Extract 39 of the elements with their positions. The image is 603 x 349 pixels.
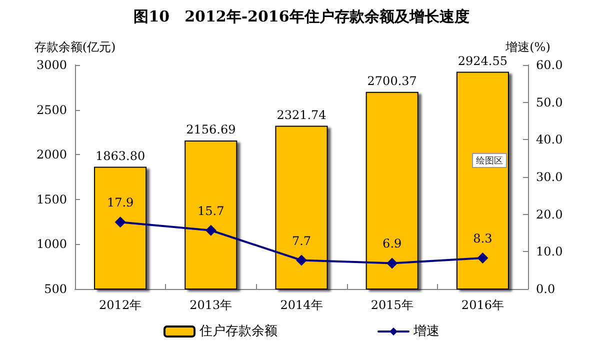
x-tick-label: 2013年 (190, 298, 232, 312)
y2-tick-label: 10.0 (536, 244, 563, 259)
y-tick-label: 1000 (36, 237, 67, 252)
x-tick-label: 2016年 (461, 298, 504, 312)
point (114, 216, 126, 228)
y2-tick-label: 20.0 (536, 207, 563, 222)
data-label: 1863.80 (95, 148, 146, 163)
data-label: 6.9 (382, 236, 402, 251)
legend-label: 住户存款余额 (198, 324, 278, 339)
y-tick-label: 3000 (36, 58, 67, 72)
point (477, 252, 488, 264)
y2-tick-label: 60.0 (536, 58, 563, 72)
data-label: 8.3 (473, 232, 492, 246)
y2-tick-label: 40.0 (536, 132, 563, 147)
y-tick-label: 1500 (36, 192, 67, 206)
annotation: 绘图区 (476, 156, 503, 166)
y-tick-label: 2000 (36, 148, 67, 162)
y2-tick-label: 30.0 (536, 170, 563, 184)
data-label: 15.7 (198, 204, 224, 218)
x-tick-label: 2015年 (370, 298, 414, 312)
data-label: 2924.55 (458, 54, 508, 68)
chart-title: 图10 2012年-2016年住户存款余额及增长速度 (134, 8, 470, 26)
data-label: 7.7 (292, 234, 312, 248)
data-label: 2156.69 (186, 122, 236, 137)
data-label: 2321.74 (276, 108, 327, 122)
x-tick-label: 2012年 (99, 298, 142, 312)
y-tick-label: 500 (44, 282, 67, 296)
point (205, 224, 216, 236)
y-axis-title: 存款余额(亿元) (34, 40, 116, 54)
y2-tick-label: 0.0 (536, 282, 556, 296)
legend-label: 增速 (412, 324, 440, 339)
x-tick-label: 2014年 (280, 298, 323, 312)
y2-tick-label: 50.0 (536, 95, 563, 110)
y-tick-label: 2500 (36, 102, 67, 117)
data-label: 2700.37 (367, 74, 417, 88)
y2-axis-title: 增速(%) (504, 40, 550, 54)
data-label: 17.9 (106, 196, 134, 210)
point (296, 254, 307, 266)
point (386, 258, 398, 269)
